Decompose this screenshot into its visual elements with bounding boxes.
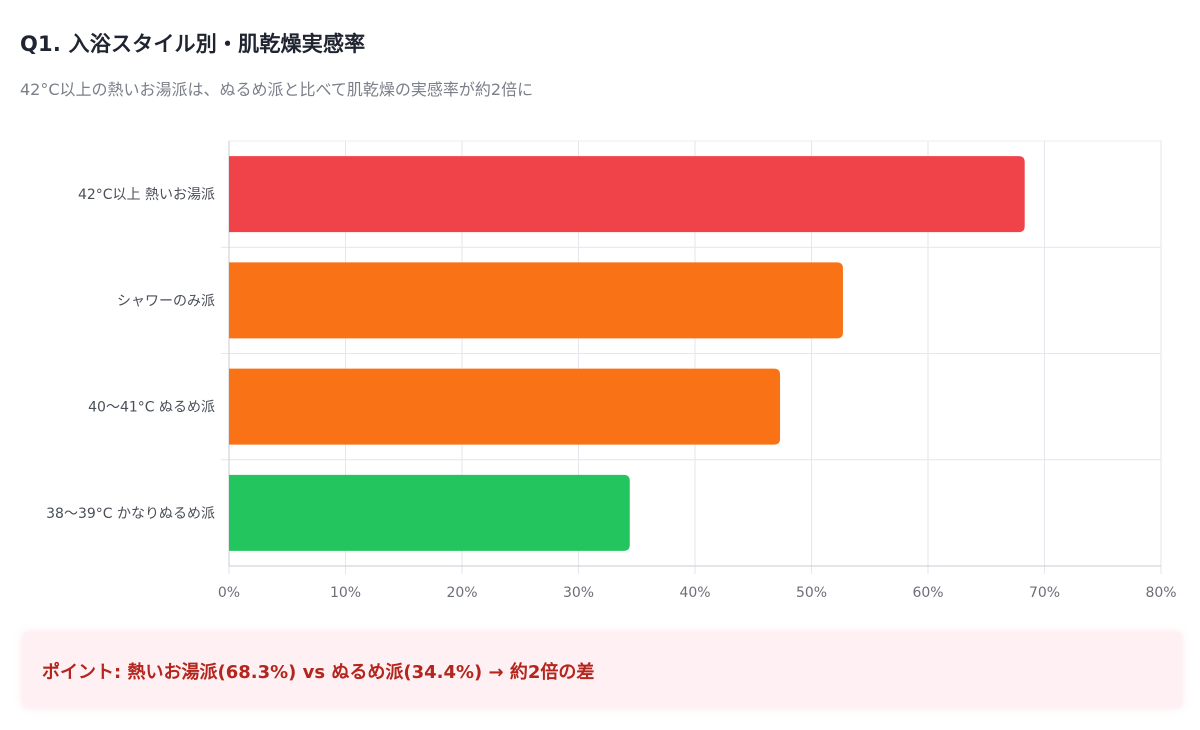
chart-subtitle: 42°C以上の熱いお湯派は、ぬるめ派と比べて肌乾燥の実感率が約2倍に [20, 80, 534, 99]
chart-title: Q1. 入浴スタイル別・肌乾燥実感率 [20, 32, 366, 56]
category-label: 38〜39°C かなりぬるめ派 [46, 506, 215, 522]
category-label: シャワーのみ派 [117, 293, 215, 309]
bar [229, 156, 1025, 233]
bar [229, 474, 630, 551]
x-tick-label: 40% [679, 585, 710, 601]
bar-chart: 0% 10% 20% 30% 40% 50% 60% 70% 80% 42°C以上 熱いお湯派シャ… [46, 140, 1177, 601]
x-tick-label: 80% [1145, 585, 1176, 601]
point-callout: ポイント: 熱いお湯派(68.3%) vs ぬるめ派(34.4%) → 約2倍の… [22, 632, 1182, 708]
x-tick-label: 10% [330, 585, 361, 601]
category-label: 42°C以上 熱いお湯派 [78, 186, 215, 203]
x-tick-label: 70% [1029, 585, 1060, 601]
point-callout-text: ポイント: 熱いお湯派(68.3%) vs ぬるめ派(34.4%) → 約2倍の… [42, 662, 595, 683]
bar [229, 262, 843, 339]
bar [229, 368, 781, 445]
category-label: 40〜41°C ぬるめ派 [88, 400, 215, 416]
x-tick-label: 50% [796, 585, 827, 601]
x-tick-label: 0% [218, 585, 240, 601]
x-tick-label: 30% [563, 585, 594, 601]
x-tick-label: 60% [912, 585, 943, 601]
x-tick-label: 20% [446, 585, 477, 601]
